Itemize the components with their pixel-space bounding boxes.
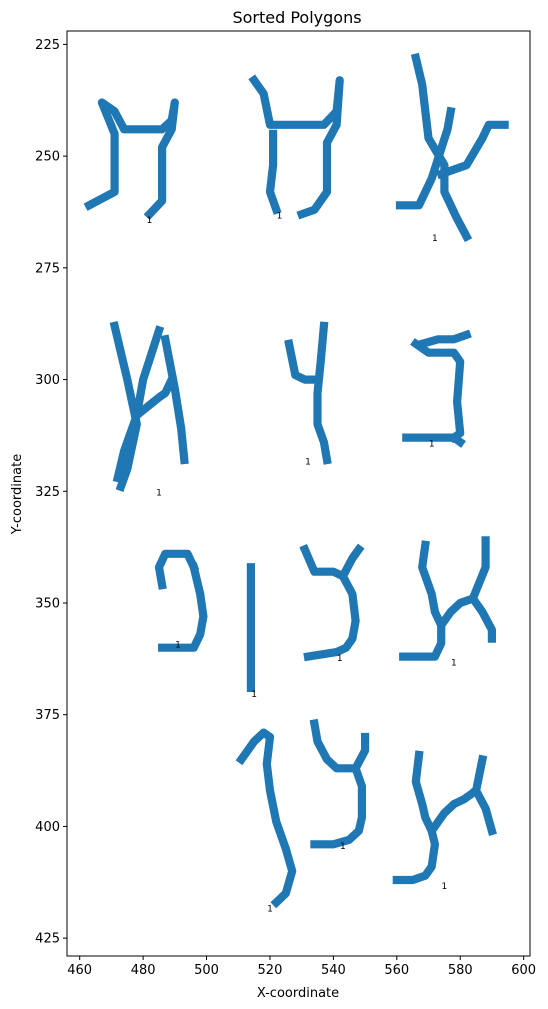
y-tick-label-350: 350 bbox=[35, 596, 60, 611]
polygon-9-label: 1 bbox=[337, 654, 343, 664]
polygon-12-stroke-2 bbox=[310, 763, 366, 849]
polygon-6-stroke-1 bbox=[417, 329, 472, 349]
polygon-layer bbox=[83, 52, 509, 909]
y-tick-label-275: 275 bbox=[35, 261, 60, 276]
y-tick-label-325: 325 bbox=[35, 485, 60, 500]
polygon-5-label: 1 bbox=[305, 458, 311, 468]
polygon-9-stroke-1 bbox=[299, 543, 365, 581]
x-tick-label-520: 520 bbox=[258, 963, 283, 978]
polygon-13-stroke-1 bbox=[411, 750, 488, 835]
polygon-3-stroke-1 bbox=[395, 106, 456, 210]
plot-frame bbox=[66, 30, 531, 957]
polygon-6 bbox=[402, 329, 472, 448]
y-tick-label-300: 300 bbox=[35, 373, 60, 388]
y-tick-label-250: 250 bbox=[35, 150, 60, 165]
x-axis: 460 480 500 520 540 560 580 600 bbox=[67, 956, 536, 978]
polygon-label-layer: 1 1 1 1 1 1 1 1 1 1 1 1 1 bbox=[147, 212, 457, 915]
x-tick-label-460: 460 bbox=[67, 963, 92, 978]
polygon-4-stroke-3 bbox=[112, 410, 143, 483]
polygon-3 bbox=[395, 52, 509, 243]
x-tick-label-560: 560 bbox=[384, 963, 409, 978]
polygon-6-label: 1 bbox=[429, 440, 435, 450]
polygon-12 bbox=[309, 718, 370, 849]
polygon-13 bbox=[392, 750, 497, 885]
polygon-3-label: 1 bbox=[432, 234, 438, 244]
polygon-1 bbox=[83, 98, 179, 220]
polygon-5-stroke-1 bbox=[284, 338, 319, 384]
polygon-7-stroke-1 bbox=[154, 549, 200, 590]
x-tick-label-500: 500 bbox=[194, 963, 219, 978]
polygon-4-stroke-4 bbox=[160, 334, 189, 465]
polygon-11-label: 1 bbox=[267, 904, 273, 914]
polygon-9 bbox=[299, 543, 365, 662]
polygon-9-stroke-2 bbox=[303, 570, 360, 662]
polygon-12-label: 1 bbox=[340, 842, 346, 852]
x-axis-title: X-coordinate bbox=[257, 986, 339, 1001]
polygon-6-stroke-2 bbox=[410, 338, 465, 444]
polygon-7 bbox=[154, 549, 208, 652]
polygon-10-stroke-3 bbox=[467, 592, 496, 643]
polygon-11-stroke-1 bbox=[235, 728, 297, 909]
polygon-8-label: 1 bbox=[251, 690, 257, 700]
y-tick-label-400: 400 bbox=[35, 820, 60, 835]
polygon-4-stroke-2 bbox=[132, 325, 178, 420]
polygon-5-stroke-2 bbox=[313, 321, 332, 465]
polygon-10-stroke-1 bbox=[418, 536, 490, 630]
polygon-5 bbox=[284, 321, 332, 465]
polygon-3-stroke-3 bbox=[435, 120, 509, 180]
y-axis-title: Y-coordinate bbox=[10, 454, 25, 535]
polygon-2-label: 1 bbox=[277, 212, 283, 222]
y-tick-label-375: 375 bbox=[35, 708, 60, 723]
y-tick-label-425: 425 bbox=[35, 932, 60, 947]
polygon-12-stroke-1 bbox=[309, 718, 370, 773]
polygon-10-label: 1 bbox=[451, 659, 457, 669]
polygon-13-stroke-3 bbox=[470, 785, 497, 836]
x-tick-label-480: 480 bbox=[131, 963, 156, 978]
polygon-7-label: 1 bbox=[175, 641, 181, 651]
chart-title: Sorted Polygons bbox=[232, 8, 361, 27]
polygon-2-stroke-2 bbox=[265, 129, 282, 215]
plot-area: 1 1 1 1 1 1 1 1 1 1 1 1 1 bbox=[66, 30, 531, 957]
polygon-13-label: 1 bbox=[442, 882, 448, 892]
y-tick-label-225: 225 bbox=[35, 38, 60, 53]
polygon-2-stroke-1 bbox=[248, 74, 344, 220]
polygon-4-label: 1 bbox=[156, 489, 162, 499]
polygon-10-stroke-2 bbox=[399, 621, 446, 661]
x-tick-label-580: 580 bbox=[448, 963, 473, 978]
polygon-11 bbox=[235, 728, 297, 909]
polygon-10 bbox=[399, 536, 496, 661]
polygon-1-stroke-1 bbox=[83, 98, 179, 220]
polygon-4 bbox=[109, 320, 189, 493]
polygon-1-label: 1 bbox=[147, 216, 153, 226]
x-tick-label-600: 600 bbox=[511, 963, 536, 978]
polygon-13-stroke-2 bbox=[392, 825, 439, 885]
y-axis: 225 250 275 300 325 350 375 400 425 bbox=[35, 38, 67, 947]
polygon-7-stroke-2 bbox=[158, 562, 208, 652]
x-tick-label-540: 540 bbox=[321, 963, 346, 978]
polygon-3-stroke-2 bbox=[410, 52, 473, 243]
polygon-6-stroke-3 bbox=[402, 433, 466, 448]
polygon-2 bbox=[248, 74, 344, 220]
